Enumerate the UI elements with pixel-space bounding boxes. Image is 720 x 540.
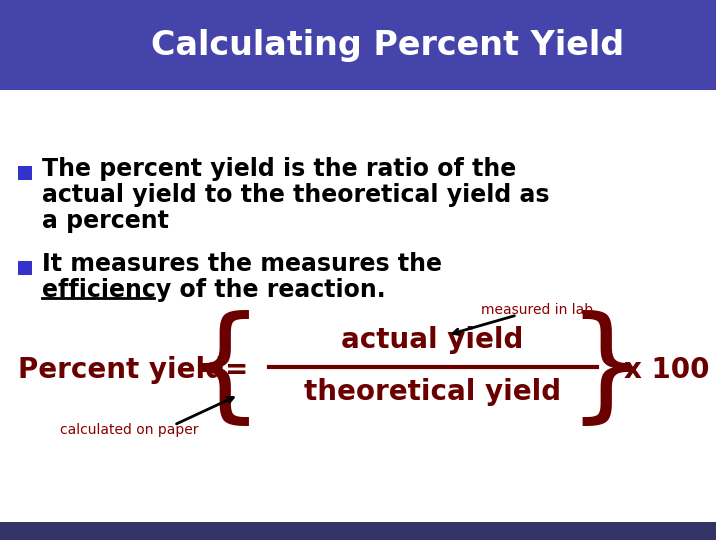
FancyBboxPatch shape: [0, 0, 716, 90]
FancyBboxPatch shape: [18, 166, 32, 180]
Text: Percent yield=: Percent yield=: [18, 356, 248, 384]
Text: efficiency of the reaction.: efficiency of the reaction.: [42, 278, 385, 302]
Text: {: {: [184, 309, 264, 430]
Text: x 100: x 100: [624, 356, 709, 384]
FancyBboxPatch shape: [18, 261, 32, 275]
Text: measured in lab: measured in lab: [481, 303, 593, 317]
Text: theoretical yield: theoretical yield: [304, 378, 561, 406]
Text: Calculating Percent Yield: Calculating Percent Yield: [151, 29, 624, 62]
Text: actual yield: actual yield: [341, 326, 523, 354]
Text: The percent yield is the ratio of the: The percent yield is the ratio of the: [42, 157, 516, 181]
Text: }: }: [567, 309, 647, 430]
Text: It measures the measures the: It measures the measures the: [42, 252, 442, 276]
Text: a percent: a percent: [42, 209, 168, 233]
FancyBboxPatch shape: [0, 522, 716, 540]
Text: actual yield to the theoretical yield as: actual yield to the theoretical yield as: [42, 183, 549, 207]
Text: calculated on paper: calculated on paper: [60, 423, 199, 437]
